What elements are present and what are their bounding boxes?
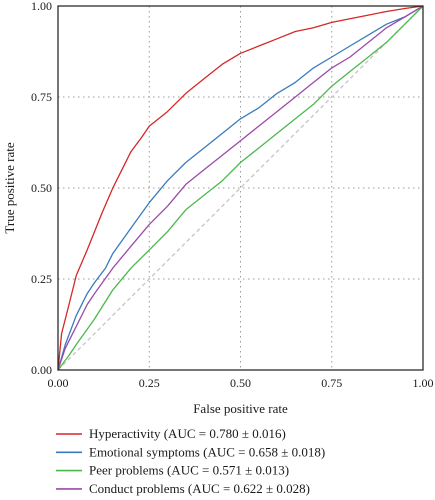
- x-axis-title: False positive rate: [193, 401, 288, 416]
- y-tick-label: 0.50: [31, 181, 52, 195]
- y-tick-label: 0.25: [31, 272, 52, 286]
- x-tick-label: 1.00: [413, 376, 434, 390]
- roc-curve-series-2: [57, 5, 424, 371]
- roc-curve-series-3: [57, 5, 424, 371]
- y-axis-title: True positive rate: [2, 142, 17, 233]
- legend: Hyperactivity (AUC = 0.780 ± 0.016) Emoti…: [56, 426, 325, 496]
- y-tick-label: 0.75: [31, 90, 52, 104]
- y-tick-label: 1.00: [31, 0, 52, 13]
- legend-label-series-2: Emotional symptoms (AUC = 0.658 ± 0.018): [89, 444, 325, 459]
- legend-label-series-4: Conduct problems (AUC = 0.622 ± 0.028): [89, 481, 310, 496]
- x-tick-label: 0.75: [321, 376, 342, 390]
- legend-label-series-1: Hyperactivity (AUC = 0.780 ± 0.016): [89, 426, 286, 441]
- x-tick-label: 0.25: [139, 376, 160, 390]
- roc-curve-series-1: [57, 5, 424, 371]
- grid-lines: [58, 6, 423, 370]
- roc-curves: [57, 5, 424, 371]
- roc-curve-series-4: [57, 5, 424, 371]
- chance-diagonal-line: [57, 5, 424, 371]
- y-tick-label: 0.00: [31, 363, 52, 377]
- x-tick-label: 0.50: [230, 376, 251, 390]
- tick-labels: 0.00 0.25 0.50 0.75 1.00 0.00 0.25 0.50 0.75 1.00: [31, 0, 434, 390]
- plot-frame: [57, 5, 424, 371]
- x-tick-label: 0.00: [48, 376, 69, 390]
- legend-label-series-3: Peer problems (AUC = 0.571 ± 0.013): [89, 463, 289, 478]
